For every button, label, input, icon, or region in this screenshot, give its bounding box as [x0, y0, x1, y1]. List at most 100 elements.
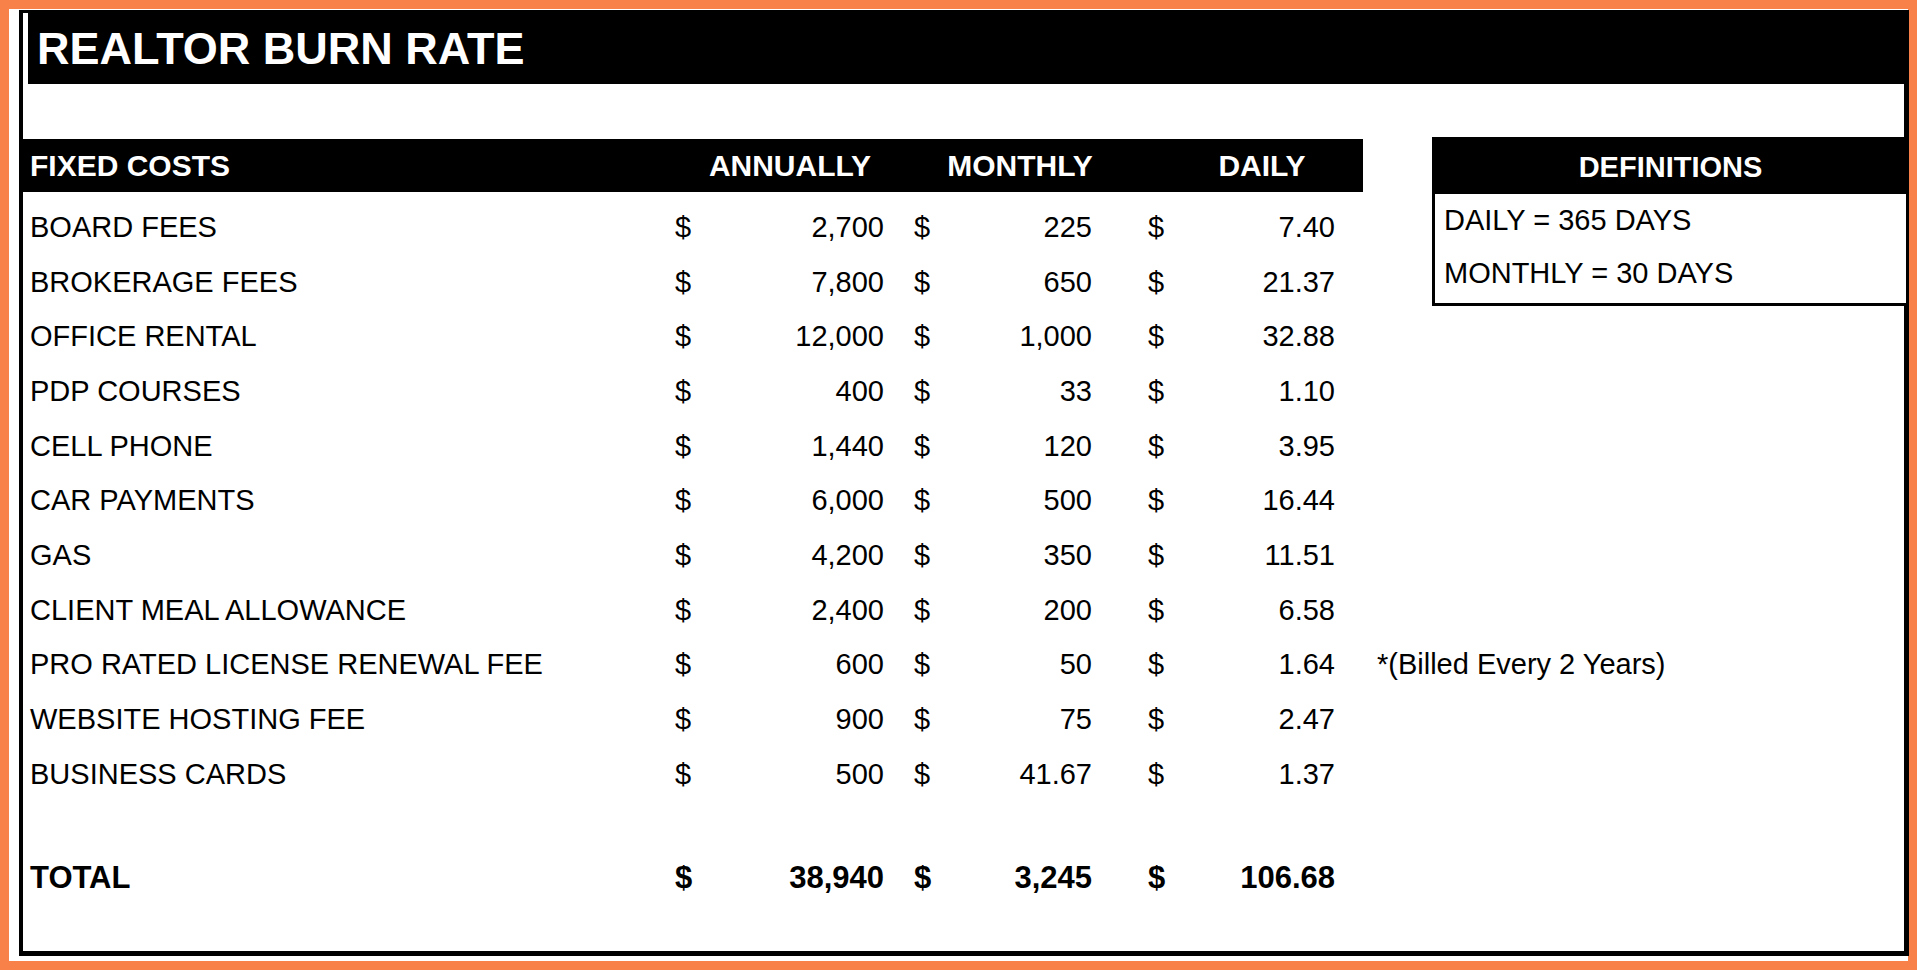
daily-value: 21.37 — [1170, 255, 1335, 310]
currency-symbol: $ — [675, 583, 691, 638]
monthly-value: 33 — [940, 364, 1092, 419]
monthly-value: 650 — [940, 255, 1092, 310]
currency-symbol: $ — [1148, 747, 1164, 802]
daily-value: 7.40 — [1170, 200, 1335, 255]
monthly-value: 41.67 — [940, 747, 1092, 802]
currency-symbol: $ — [1148, 692, 1164, 747]
annually-value: 2,400 — [700, 583, 884, 638]
table-row: GAS $ 4,200 $ 350 $ 11.51 — [0, 528, 1917, 583]
daily-value: 16.44 — [1170, 473, 1335, 528]
daily-value: 1.10 — [1170, 364, 1335, 419]
currency-symbol: $ — [1148, 255, 1164, 310]
total-annually-value: 38,940 — [700, 850, 884, 905]
total-daily-value: 106.68 — [1170, 850, 1335, 905]
definitions-title: DEFINITIONS — [1435, 140, 1906, 194]
row-label: CAR PAYMENTS — [30, 473, 255, 528]
row-label: BUSINESS CARDS — [30, 747, 286, 802]
column-header-monthly: MONTHLY — [920, 139, 1120, 192]
currency-symbol: $ — [914, 364, 930, 419]
row-label: BOARD FEES — [30, 200, 217, 255]
currency-symbol: $ — [1148, 473, 1164, 528]
annually-value: 400 — [700, 364, 884, 419]
column-header-annually: ANNUALLY — [690, 139, 890, 192]
currency-symbol: $ — [914, 473, 930, 528]
total-label: TOTAL — [30, 850, 130, 905]
monthly-value: 50 — [940, 637, 1092, 692]
currency-symbol: $ — [675, 309, 691, 364]
print-border-bottom — [19, 951, 1909, 956]
currency-symbol: $ — [914, 583, 930, 638]
row-label: WEBSITE HOSTING FEE — [30, 692, 365, 747]
row-label: PDP COURSES — [30, 364, 241, 419]
currency-symbol: $ — [914, 637, 930, 692]
currency-symbol: $ — [914, 419, 930, 474]
currency-symbol: $ — [1148, 364, 1164, 419]
currency-symbol: $ — [1148, 528, 1164, 583]
row-label: PRO RATED LICENSE RENEWAL FEE — [30, 637, 543, 692]
table-row: CLIENT MEAL ALLOWANCE $ 2,400 $ 200 $ 6.… — [0, 583, 1917, 638]
currency-symbol: $ — [914, 200, 930, 255]
currency-symbol: $ — [675, 473, 691, 528]
total-monthly-value: 3,245 — [940, 850, 1092, 905]
daily-value: 1.64 — [1170, 637, 1335, 692]
currency-symbol: $ — [914, 692, 930, 747]
row-label: CELL PHONE — [30, 419, 213, 474]
daily-value: 3.95 — [1170, 419, 1335, 474]
currency-symbol: $ — [675, 255, 691, 310]
page-title: REALTOR BURN RATE — [37, 23, 525, 74]
currency-symbol: $ — [675, 364, 691, 419]
daily-value: 1.37 — [1170, 747, 1335, 802]
monthly-value: 120 — [940, 419, 1092, 474]
table-row: WEBSITE HOSTING FEE $ 900 $ 75 $ 2.47 — [0, 692, 1917, 747]
annually-value: 1,440 — [700, 419, 884, 474]
daily-value: 11.51 — [1170, 528, 1335, 583]
annually-value: 600 — [700, 637, 884, 692]
annually-value: 7,800 — [700, 255, 884, 310]
row-label: BROKERAGE FEES — [30, 255, 298, 310]
annually-value: 4,200 — [700, 528, 884, 583]
annually-value: 500 — [700, 747, 884, 802]
table-row: CAR PAYMENTS $ 6,000 $ 500 $ 16.44 — [0, 473, 1917, 528]
title-bar: REALTOR BURN RATE — [28, 13, 1904, 84]
annually-value: 2,700 — [700, 200, 884, 255]
table-row: CELL PHONE $ 1,440 $ 120 $ 3.95 — [0, 419, 1917, 474]
currency-symbol: $ — [675, 692, 691, 747]
currency-symbol: $ — [914, 850, 931, 905]
currency-symbol: $ — [675, 528, 691, 583]
column-header-fixed-costs: FIXED COSTS — [30, 139, 230, 192]
currency-symbol: $ — [1148, 850, 1165, 905]
row-label: GAS — [30, 528, 91, 583]
monthly-value: 350 — [940, 528, 1092, 583]
currency-symbol: $ — [675, 200, 691, 255]
annually-value: 6,000 — [700, 473, 884, 528]
monthly-value: 75 — [940, 692, 1092, 747]
definitions-box: DEFINITIONS DAILY = 365 DAYS MONTHLY = 3… — [1432, 137, 1909, 306]
currency-symbol: $ — [914, 747, 930, 802]
monthly-value: 225 — [940, 200, 1092, 255]
daily-value: 32.88 — [1170, 309, 1335, 364]
currency-symbol: $ — [914, 309, 930, 364]
column-header-daily: DAILY — [1162, 139, 1362, 192]
definition-monthly: MONTHLY = 30 DAYS — [1435, 247, 1906, 300]
currency-symbol: $ — [914, 255, 930, 310]
currency-symbol: $ — [1148, 200, 1164, 255]
table-row: PRO RATED LICENSE RENEWAL FEE $ 600 $ 50… — [0, 637, 1917, 692]
monthly-value: 200 — [940, 583, 1092, 638]
currency-symbol: $ — [914, 528, 930, 583]
table-row: OFFICE RENTAL $ 12,000 $ 1,000 $ 32.88 — [0, 309, 1917, 364]
definition-daily: DAILY = 365 DAYS — [1435, 194, 1906, 247]
currency-symbol: $ — [675, 747, 691, 802]
daily-value: 6.58 — [1170, 583, 1335, 638]
table-row: BUSINESS CARDS $ 500 $ 41.67 $ 1.37 — [0, 747, 1917, 802]
currency-symbol: $ — [675, 850, 692, 905]
currency-symbol: $ — [675, 419, 691, 474]
currency-symbol: $ — [675, 637, 691, 692]
row-label: CLIENT MEAL ALLOWANCE — [30, 583, 406, 638]
currency-symbol: $ — [1148, 419, 1164, 474]
worksheet: REALTOR BURN RATE FIXED COSTS ANNUALLY M… — [0, 0, 1917, 970]
monthly-value: 1,000 — [940, 309, 1092, 364]
row-label: OFFICE RENTAL — [30, 309, 257, 364]
table-row: PDP COURSES $ 400 $ 33 $ 1.10 — [0, 364, 1917, 419]
daily-value: 2.47 — [1170, 692, 1335, 747]
total-row: TOTAL $ 38,940 $ 3,245 $ 106.68 — [0, 850, 1917, 905]
